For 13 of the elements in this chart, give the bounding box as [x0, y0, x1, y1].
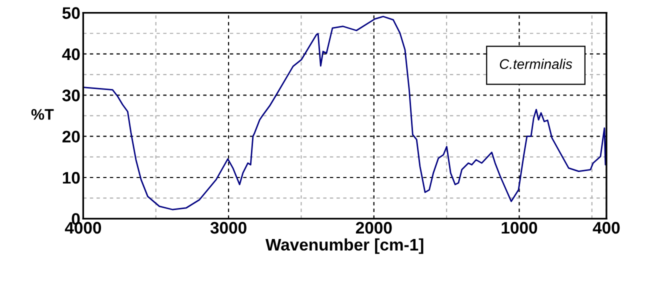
y-tick-label: 50: [62, 7, 80, 19]
x-tick-label: 1000: [502, 222, 538, 234]
x-tick-label: 3000: [210, 222, 246, 234]
y-tick-label: 30: [62, 90, 80, 102]
x-tick-label: 400: [592, 222, 620, 234]
y-tick-label: 40: [62, 48, 80, 60]
y-axis-title: %T: [31, 109, 54, 120]
line-series: [83, 16, 606, 210]
x-axis-title: Wavenumber [cm-1]: [266, 238, 424, 254]
y-tick-label: 10: [62, 172, 80, 184]
annotation: C.terminalis: [500, 58, 572, 70]
y-tick-label: 20: [62, 130, 80, 143]
x-tick-label: 2000: [356, 222, 392, 234]
